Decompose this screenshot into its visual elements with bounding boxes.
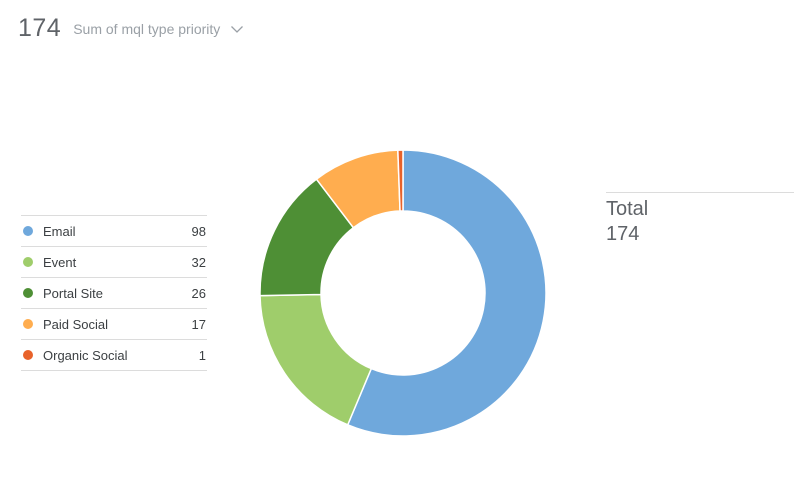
donut-slice-organic-social[interactable] (397, 149, 404, 212)
legend-swatch (23, 350, 33, 360)
legend-swatch (23, 319, 33, 329)
legend-label: Organic Social (43, 347, 128, 363)
metric-selector-label[interactable]: Sum of mql type priority (73, 20, 221, 37)
legend-item[interactable]: Organic Social 1 (21, 340, 207, 371)
legend-item[interactable]: Email 98 (21, 216, 207, 247)
donut-slice-event[interactable] (259, 293, 373, 426)
legend-item[interactable]: Event 32 (21, 247, 207, 278)
chart-legend: Email 98 Event 32 Portal Site 26 Paid Social 17… (21, 215, 207, 371)
legend-value: 17 (191, 316, 206, 332)
legend-value: 26 (191, 285, 206, 301)
total-value: 174 (606, 223, 640, 245)
legend-label: Portal Site (43, 285, 103, 301)
donut-slice-email[interactable] (346, 149, 547, 437)
legend-value: 98 (191, 223, 206, 239)
chevron-down-icon[interactable] (230, 22, 244, 36)
chart-header: 174 Sum of mql type priority (18, 14, 244, 43)
total-label: Total (606, 198, 649, 220)
legend-label: Email (43, 223, 76, 239)
legend-value: 32 (191, 254, 206, 270)
legend-value: 1 (198, 347, 206, 363)
legend-swatch (23, 288, 33, 298)
legend-swatch (23, 257, 33, 267)
legend-label: Paid Social (43, 316, 109, 332)
legend-item[interactable]: Portal Site 26 (21, 278, 207, 309)
donut-chart (259, 149, 547, 437)
legend-swatch (23, 226, 33, 236)
total-summary: Total 174 (606, 192, 794, 247)
legend-label: Event (43, 254, 77, 270)
header-total: 174 (18, 14, 62, 42)
legend-item[interactable]: Paid Social 17 (21, 309, 207, 340)
